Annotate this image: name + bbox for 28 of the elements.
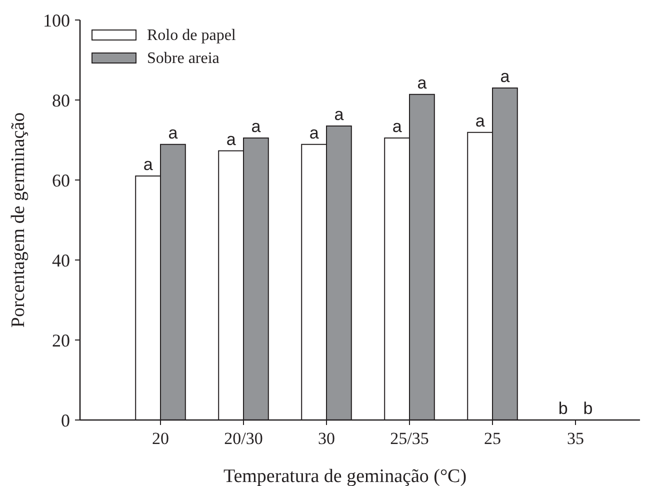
data-label: b xyxy=(583,399,593,418)
data-label: a xyxy=(417,73,428,92)
y-tick-label: 40 xyxy=(52,250,70,270)
y-tick-label: 80 xyxy=(52,90,70,110)
data-label: a xyxy=(251,117,262,136)
data-label: a xyxy=(334,105,344,124)
legend-label: Sobre areia xyxy=(147,50,220,67)
data-label: a xyxy=(309,123,320,142)
data-label: a xyxy=(168,123,178,142)
data-label: a xyxy=(500,67,510,86)
y-tick-label: 60 xyxy=(52,170,70,190)
x-tick-label: 25/35 xyxy=(390,429,429,448)
y-tick-label: 0 xyxy=(61,410,70,430)
x-tick-label: 20 xyxy=(152,429,169,448)
data-label: a xyxy=(392,117,402,136)
x-tick-label: 20/30 xyxy=(224,429,263,448)
data-label: a xyxy=(226,130,236,149)
data-label: a xyxy=(475,111,486,130)
data-label: a xyxy=(143,155,154,174)
x-axis-title: Temperatura de geminação (°C) xyxy=(223,466,467,486)
y-tick-label: 100 xyxy=(43,10,70,30)
legend-label: Rolo de papel xyxy=(147,27,236,44)
x-tick-label: 35 xyxy=(567,429,584,448)
y-axis-title: Porcentagem de germinação xyxy=(8,112,29,328)
x-tick-label: 30 xyxy=(318,429,335,448)
data-label: b xyxy=(558,399,568,418)
y-tick-label: 20 xyxy=(52,330,70,350)
x-tick-label: 25 xyxy=(484,429,501,448)
